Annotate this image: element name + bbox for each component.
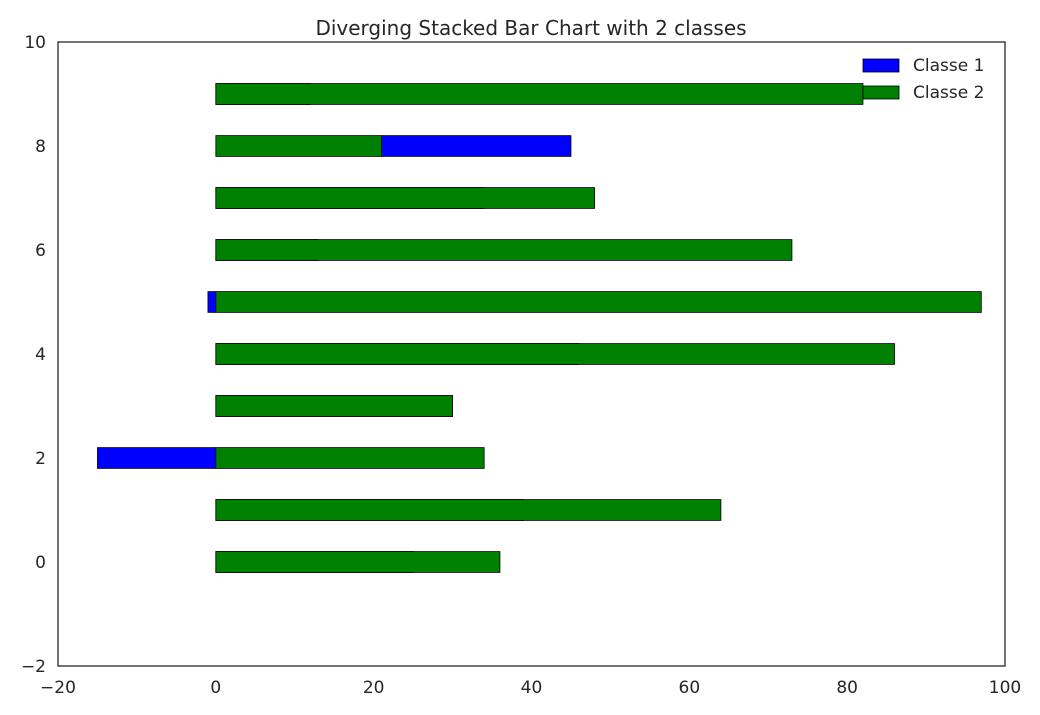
legend-swatch-classe-1 bbox=[862, 58, 900, 73]
bar-classe-2-8 bbox=[215, 135, 382, 157]
bar-classe-2-2 bbox=[215, 447, 485, 469]
bar-classe-2-4 bbox=[215, 343, 895, 365]
bar-classe-1-2 bbox=[97, 447, 217, 469]
legend-swatch-classe-2 bbox=[862, 85, 900, 100]
y-axis-ticks: −2 0 2 4 6 8 10 bbox=[21, 33, 46, 677]
y-tick-label: 0 bbox=[35, 553, 46, 573]
y-tick-label: 6 bbox=[35, 241, 46, 261]
bar-classe-2-9 bbox=[215, 83, 864, 105]
x-tick-label: 80 bbox=[836, 678, 858, 698]
plot-area-frame bbox=[57, 41, 1006, 667]
x-tick-label: 100 bbox=[989, 678, 1021, 698]
bar-classe-1-8 bbox=[381, 135, 572, 157]
bar-classe-2-7 bbox=[215, 187, 596, 209]
chart-title: Diverging Stacked Bar Chart with 2 class… bbox=[315, 16, 746, 40]
bar-classe-2-0 bbox=[215, 551, 501, 573]
x-tick-label: 40 bbox=[521, 678, 543, 698]
x-tick-label: 0 bbox=[210, 678, 221, 698]
legend-label-classe-2: Classe 2 bbox=[913, 83, 984, 103]
y-tick-label: 10 bbox=[24, 33, 46, 53]
y-tick-label: 8 bbox=[35, 137, 46, 157]
legend-label-classe-1: Classe 1 bbox=[913, 56, 984, 76]
y-tick-label: −2 bbox=[21, 657, 46, 677]
bar-classe-2-3 bbox=[215, 395, 453, 417]
legend: Classe 1 Classe 2 bbox=[862, 56, 984, 103]
bar-classe-2-6 bbox=[215, 239, 793, 261]
y-tick-label: 4 bbox=[35, 345, 46, 365]
x-tick-label: −20 bbox=[40, 678, 76, 698]
bar-classe-2-1 bbox=[215, 499, 722, 521]
bars-layer bbox=[97, 83, 982, 573]
y-tick-label: 2 bbox=[35, 449, 46, 469]
x-axis-ticks: −20 0 20 40 60 80 100 bbox=[40, 678, 1021, 698]
bar-classe-1-5 bbox=[207, 291, 217, 313]
x-tick-label: 60 bbox=[679, 678, 701, 698]
bar-classe-2-5 bbox=[215, 291, 982, 313]
x-tick-label: 20 bbox=[363, 678, 385, 698]
